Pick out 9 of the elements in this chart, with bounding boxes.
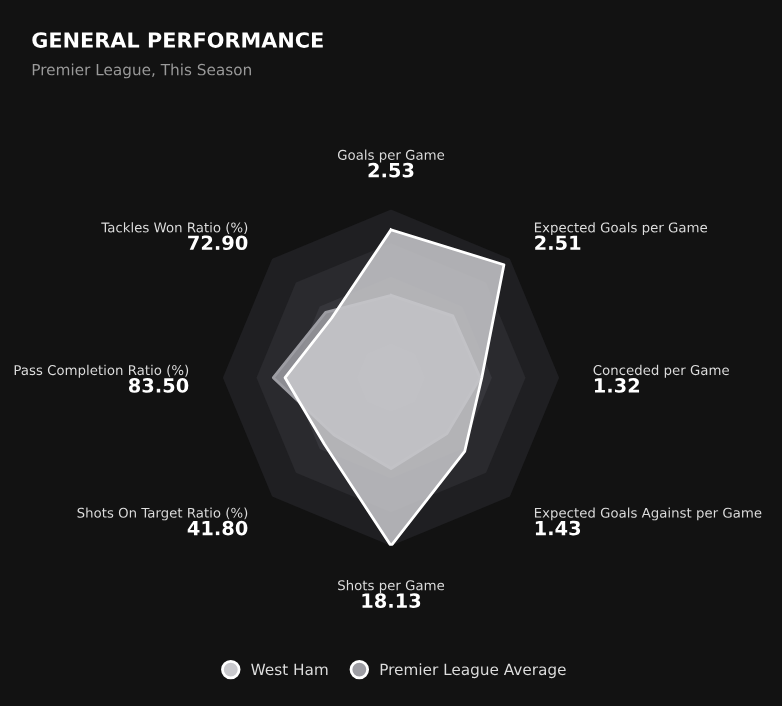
text: 2.53 (368, 162, 414, 178)
text: 18.13 (362, 593, 421, 608)
text: 41.80 (187, 520, 248, 536)
text: 1.43 (535, 520, 581, 536)
text: 72.90 (188, 235, 248, 251)
text: 83.50 (128, 378, 189, 393)
text: 2.51 (535, 235, 581, 251)
text: 1.32 (594, 378, 640, 393)
chart-title: GENERAL PERFORMANCE (32, 32, 323, 48)
